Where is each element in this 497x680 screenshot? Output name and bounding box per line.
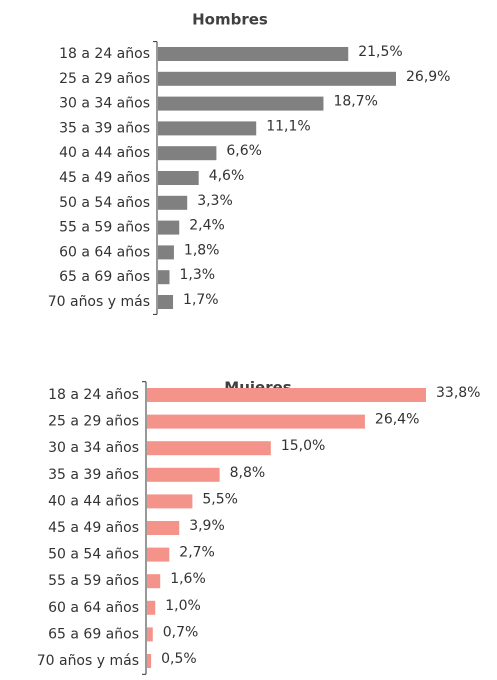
category-label: 35 a 39 años (48, 467, 139, 483)
bar (158, 171, 199, 185)
category-label: 45 a 49 años (48, 520, 139, 536)
category-label: 70 años y más (37, 653, 139, 669)
bar (158, 195, 188, 210)
category-label: 18 a 24 años (59, 46, 150, 62)
bar (147, 494, 193, 509)
value-label: 26,4% (375, 412, 419, 428)
category-label: 18 a 24 años (48, 387, 139, 403)
value-label: 8,8% (230, 465, 266, 481)
category-label: 55 a 59 años (59, 220, 150, 236)
category-label: 65 a 69 años (59, 269, 150, 285)
value-label: 3,3% (197, 193, 233, 209)
bar (147, 388, 426, 402)
value-label: 6,6% (226, 143, 262, 159)
bar (158, 96, 324, 111)
bar (158, 295, 174, 309)
category-label: 50 a 54 años (48, 547, 139, 563)
bar (147, 414, 365, 429)
category-label: 50 a 54 años (59, 195, 150, 211)
value-label: 1,7% (183, 292, 219, 308)
category-label: 55 a 59 años (48, 573, 139, 589)
bar (158, 146, 217, 161)
bar (147, 467, 220, 482)
chart-title: Hombres (192, 11, 268, 29)
value-label: 1,6% (170, 571, 206, 587)
category-label: 25 a 29 años (59, 71, 150, 87)
value-label: 1,8% (184, 242, 220, 258)
bar (158, 121, 257, 136)
category-label: 65 a 69 años (48, 626, 139, 642)
category-label: 45 a 49 años (59, 170, 150, 186)
bar (158, 270, 170, 285)
value-label: 3,9% (189, 518, 225, 534)
bar (158, 47, 349, 61)
value-label: 26,9% (406, 69, 450, 85)
category-label: 35 a 39 años (59, 120, 150, 136)
bar (158, 220, 180, 235)
bar (158, 245, 174, 260)
bar (147, 627, 153, 642)
category-label: 30 a 34 años (59, 96, 150, 112)
bar (147, 654, 152, 668)
value-label: 0,7% (163, 624, 199, 640)
value-label: 4,6% (209, 168, 245, 184)
value-label: 2,4% (189, 218, 225, 234)
category-label: 30 a 34 años (48, 440, 139, 456)
bar (147, 441, 271, 456)
value-label: 33,8% (436, 385, 480, 401)
value-label: 2,7% (179, 545, 215, 561)
bar (147, 521, 180, 535)
bar (147, 547, 170, 562)
category-label: 60 a 64 años (48, 600, 139, 616)
value-label: 18,7% (333, 94, 377, 110)
value-label: 11,1% (266, 118, 310, 134)
category-label: 40 a 44 años (48, 493, 139, 509)
bar (147, 600, 156, 615)
value-label: 21,5% (358, 44, 402, 60)
bar (158, 71, 396, 86)
category-label: 25 a 29 años (48, 414, 139, 430)
bar (147, 574, 161, 589)
category-label: 40 a 44 años (59, 145, 150, 161)
value-label: 0,5% (161, 651, 197, 667)
value-label: 1,3% (180, 267, 216, 283)
value-label: 15,0% (281, 438, 325, 454)
value-label: 1,0% (165, 598, 201, 614)
value-label: 5,5% (202, 491, 238, 507)
category-label: 60 a 64 años (59, 244, 150, 260)
category-label: 70 años y más (48, 294, 150, 310)
